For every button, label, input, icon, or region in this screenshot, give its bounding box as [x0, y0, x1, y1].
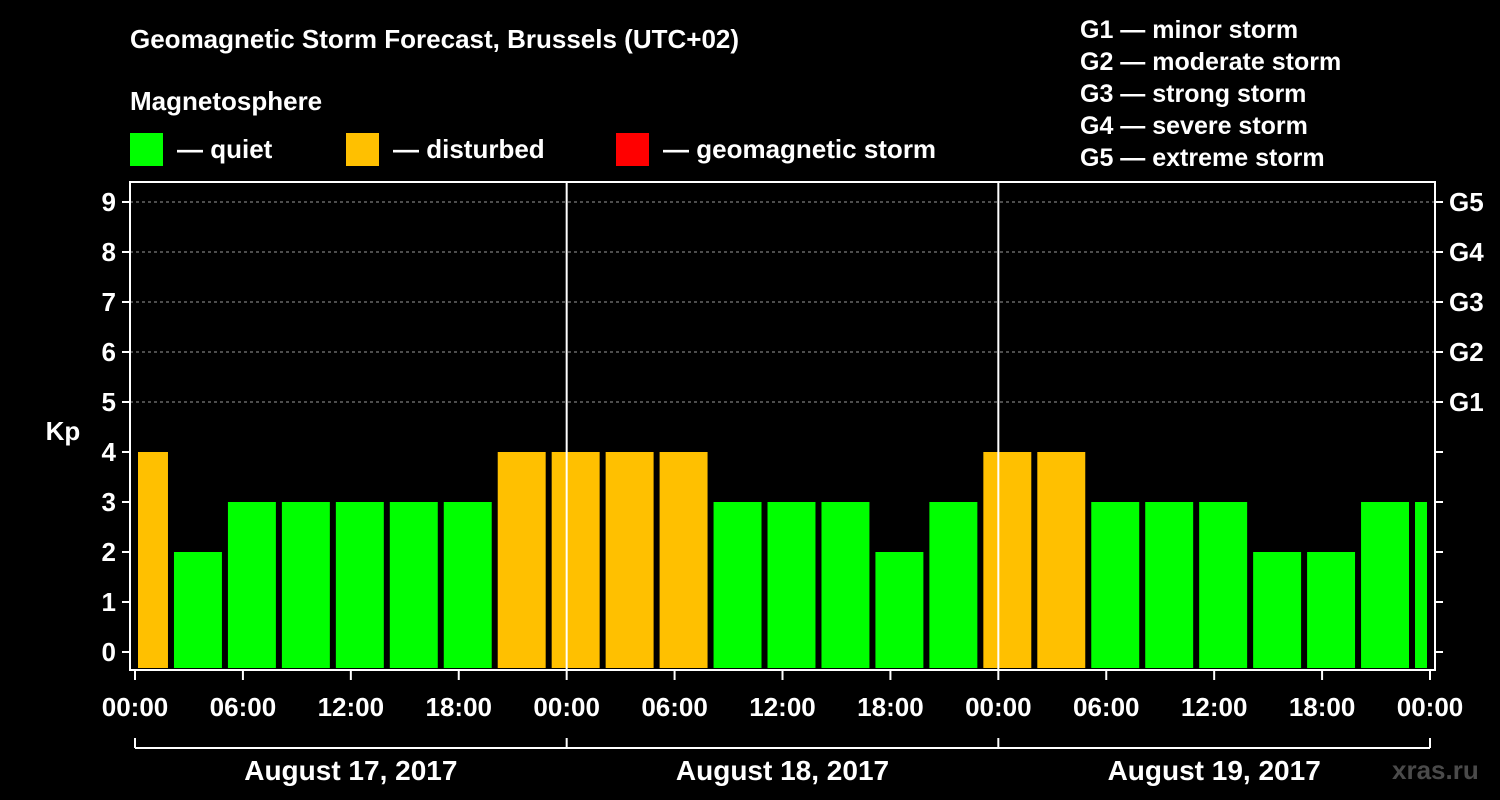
y-tick-label: 4 — [102, 437, 117, 467]
y-tick-label: 9 — [102, 187, 116, 217]
kp-bar-22 — [1307, 552, 1356, 668]
legend-label-storm: — geomagnetic storm — [663, 133, 937, 164]
y-tick-label: 1 — [102, 587, 116, 617]
x-tick-label: 06:00 — [1073, 692, 1140, 722]
kp-bar-18 — [1091, 502, 1140, 668]
kp-bar-16 — [983, 452, 1032, 668]
x-tick-label: 00:00 — [533, 692, 600, 722]
kp-bar-0 — [138, 452, 168, 668]
y-tick-label: 6 — [102, 337, 116, 367]
x-tick-label: 12:00 — [318, 692, 385, 722]
y-tick-label: 2 — [102, 537, 116, 567]
x-tick-label: 12:00 — [1181, 692, 1248, 722]
g-scale-item-g2: G2 — moderate storm — [1080, 48, 1342, 76]
x-tick-label: 18:00 — [857, 692, 924, 722]
kp-bar-23 — [1361, 502, 1410, 668]
g-tick-label: G4 — [1449, 237, 1484, 267]
red-swatch — [616, 132, 649, 166]
kp-bar-13 — [821, 502, 870, 668]
x-tick-label: 12:00 — [749, 692, 816, 722]
y-tick-label: 8 — [102, 237, 116, 267]
y-tick-label: 5 — [102, 387, 116, 417]
watermark: xras.ru — [1392, 755, 1479, 785]
kp-bar-3 — [281, 502, 330, 668]
kp-bar-21 — [1253, 552, 1302, 668]
g-scale-item-g4: G4 — severe storm — [1080, 112, 1308, 140]
kp-bar-6 — [443, 502, 492, 668]
legend-item-disturbed: — disturbed — [346, 132, 545, 166]
green-swatch — [130, 132, 163, 166]
date-label: August 17, 2017 — [244, 755, 457, 786]
kp-bar-1 — [173, 552, 222, 668]
kp-bar-10 — [659, 452, 708, 668]
y-tick-label: 3 — [102, 487, 116, 517]
legend-label-disturbed: — disturbed — [393, 133, 545, 164]
kp-bar-17 — [1037, 452, 1086, 668]
kp-bar-20 — [1199, 502, 1248, 668]
orange-swatch — [346, 132, 379, 166]
legend-heading: Magnetosphere — [130, 86, 323, 116]
y-tick-label: 0 — [102, 637, 116, 667]
kp-bar-19 — [1145, 502, 1194, 668]
x-tick-label: 06:00 — [641, 692, 708, 722]
legend-item-quiet: — quiet — [130, 132, 272, 166]
g-scale-item-g5: G5 — extreme storm — [1080, 144, 1325, 172]
y-axis-label: Kp — [46, 416, 81, 446]
g-scale-legend: G1 — minor storm G2 — moderate storm G3 … — [1080, 14, 1341, 174]
y-tick-label: 7 — [102, 287, 116, 317]
x-tick-label: 18:00 — [1289, 692, 1356, 722]
kp-bar-14 — [875, 552, 924, 668]
kp-bar-2 — [227, 502, 276, 668]
g-tick-label: G1 — [1449, 387, 1484, 417]
x-tick-label: 18:00 — [426, 692, 493, 722]
legend-item-storm: — geomagnetic storm — [616, 132, 936, 166]
date-label: August 19, 2017 — [1108, 755, 1321, 786]
g-scale-item-g3: G3 — strong storm — [1080, 80, 1307, 108]
x-tick-label: 00:00 — [965, 692, 1032, 722]
legend-label-quiet: — quiet — [177, 133, 273, 164]
kp-bar-15 — [929, 502, 978, 668]
kp-bar-7 — [497, 452, 546, 668]
kp-bar-4 — [335, 502, 384, 668]
kp-bar-8 — [551, 452, 600, 668]
kp-bar-12 — [767, 502, 816, 668]
g-tick-label: G3 — [1449, 287, 1484, 317]
kp-bar-11 — [713, 502, 762, 668]
g-scale-item-g1: G1 — minor storm — [1080, 16, 1299, 44]
x-tick-label: 00:00 — [102, 692, 169, 722]
date-label: August 18, 2017 — [676, 755, 889, 786]
kp-bar-5 — [389, 502, 438, 668]
chart-title: Geomagnetic Storm Forecast, Brussels (UT… — [130, 24, 740, 54]
kp-bar-9 — [605, 452, 654, 668]
x-tick-label: 00:00 — [1397, 692, 1464, 722]
kp-bar-24 — [1415, 502, 1427, 668]
x-tick-label: 06:00 — [210, 692, 277, 722]
g-tick-label: G5 — [1449, 187, 1484, 217]
g-tick-label: G2 — [1449, 337, 1484, 367]
